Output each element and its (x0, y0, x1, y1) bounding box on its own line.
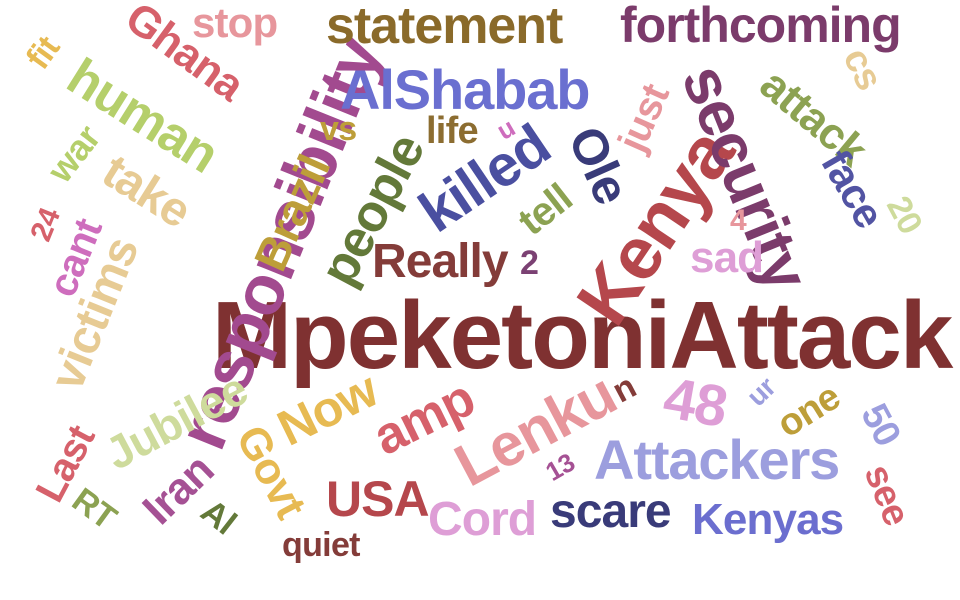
word-stop: stop (192, 0, 278, 46)
word-attackers: Attackers (594, 428, 840, 491)
word-vs: vs (320, 110, 357, 148)
word-fit: fit (18, 29, 68, 77)
word-scare: scare (550, 485, 672, 538)
word-mpeketoniattack: MpeketoniAttack (212, 282, 953, 389)
word-20: 20 (878, 189, 930, 241)
word-50: 50 (852, 397, 909, 453)
word-4: 4 (730, 204, 747, 237)
word-cord: Cord (428, 493, 537, 546)
word-face: face (812, 142, 894, 236)
word-statement: statement (326, 0, 563, 55)
word-48: 48 (658, 365, 732, 440)
word-kenyas: Kenyas (692, 495, 844, 544)
word-alshabab: AlShabab (340, 58, 590, 121)
word-sad: sad (690, 233, 764, 282)
word-quiet: quiet (282, 526, 361, 564)
word-life: life (426, 110, 479, 152)
word-war: war (38, 117, 109, 190)
word-really: Really (372, 235, 509, 288)
word-2: 2 (520, 244, 539, 282)
word-forthcoming: forthcoming (620, 0, 902, 53)
word-see: see (855, 458, 918, 532)
word-usa: USA (326, 471, 430, 527)
